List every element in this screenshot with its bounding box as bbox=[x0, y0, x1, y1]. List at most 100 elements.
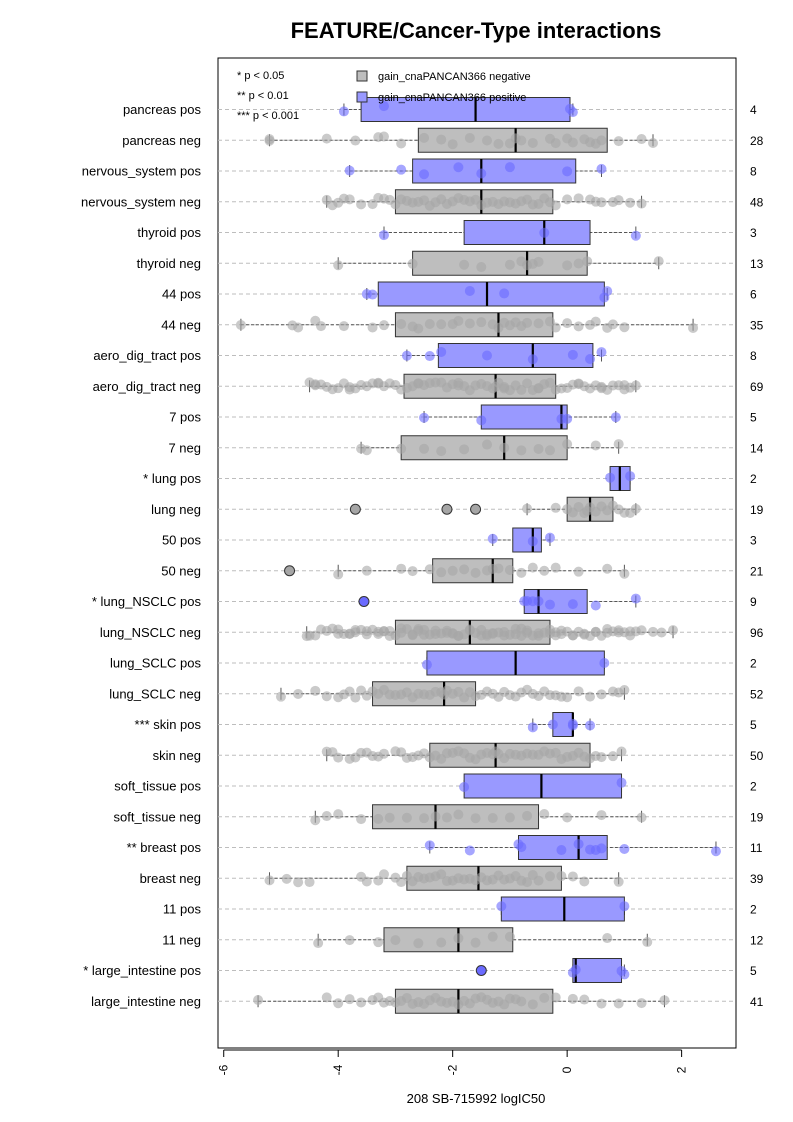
data-point bbox=[562, 260, 573, 271]
data-point bbox=[573, 379, 584, 390]
row-count: 19 bbox=[750, 503, 764, 517]
row-label: 7 neg bbox=[168, 440, 201, 455]
data-point bbox=[625, 630, 636, 641]
data-point bbox=[567, 107, 578, 118]
x-tick-label: -2 bbox=[446, 1064, 460, 1075]
data-point bbox=[459, 444, 470, 455]
data-point bbox=[424, 564, 435, 575]
row-label: * lung pos bbox=[143, 471, 201, 486]
data-point bbox=[630, 380, 641, 391]
data-point bbox=[453, 380, 464, 391]
data-point bbox=[630, 230, 641, 241]
data-point bbox=[421, 659, 432, 670]
box-thyroid-neg bbox=[337, 250, 660, 276]
data-point bbox=[436, 346, 447, 357]
row-count: 2 bbox=[750, 472, 757, 486]
data-point bbox=[630, 503, 641, 514]
data-point bbox=[419, 412, 430, 423]
data-point bbox=[361, 626, 372, 637]
row-count: 48 bbox=[750, 195, 764, 209]
data-point bbox=[349, 503, 361, 515]
data-point bbox=[344, 935, 355, 946]
data-point bbox=[585, 691, 596, 702]
data-point bbox=[516, 623, 527, 634]
data-point bbox=[590, 316, 601, 327]
data-point bbox=[475, 965, 487, 976]
data-point bbox=[310, 815, 321, 826]
row-count: 5 bbox=[750, 964, 757, 978]
data-point bbox=[281, 873, 292, 884]
data-point bbox=[441, 812, 452, 823]
data-point bbox=[642, 937, 653, 948]
data-point bbox=[373, 377, 384, 388]
data-point bbox=[550, 502, 561, 513]
row-label: lung_SCLC neg bbox=[109, 686, 201, 701]
data-point bbox=[419, 813, 430, 824]
data-point bbox=[361, 445, 372, 456]
data-point bbox=[293, 877, 304, 888]
data-point bbox=[264, 134, 275, 145]
row-label: aero_dig_tract neg bbox=[93, 379, 201, 394]
data-point bbox=[556, 871, 567, 882]
point-layer bbox=[235, 101, 721, 1010]
data-point bbox=[356, 997, 367, 1008]
data-point bbox=[390, 935, 401, 946]
data-point bbox=[613, 998, 624, 1009]
data-point bbox=[321, 811, 332, 822]
data-point bbox=[648, 626, 659, 637]
data-point bbox=[550, 200, 561, 211]
data-point bbox=[668, 625, 679, 636]
row-count: 12 bbox=[750, 933, 764, 947]
x-tick-label: 0 bbox=[560, 1066, 574, 1073]
data-point bbox=[338, 321, 349, 332]
data-point bbox=[613, 195, 624, 206]
data-point bbox=[710, 846, 721, 857]
data-point bbox=[602, 563, 613, 574]
data-point bbox=[333, 260, 344, 271]
data-point bbox=[470, 503, 482, 515]
data-point bbox=[378, 320, 389, 331]
data-point bbox=[459, 259, 470, 270]
row-label: lung neg bbox=[151, 502, 201, 517]
box-lung-sclc-pos bbox=[426, 650, 605, 676]
data-point bbox=[533, 256, 544, 267]
data-point bbox=[464, 625, 475, 636]
data-point bbox=[424, 351, 435, 362]
data-point bbox=[470, 567, 481, 578]
row-count: 3 bbox=[750, 534, 757, 548]
data-point bbox=[544, 377, 555, 388]
data-point bbox=[567, 993, 578, 1004]
row-count: 41 bbox=[750, 995, 764, 1009]
row-label: lung_NSCLC neg bbox=[100, 625, 201, 640]
x-tick-label: 2 bbox=[675, 1066, 689, 1073]
data-point bbox=[378, 131, 389, 142]
data-point bbox=[550, 992, 561, 1003]
data-point bbox=[562, 318, 573, 329]
data-point bbox=[636, 198, 647, 209]
data-point bbox=[436, 319, 447, 330]
row-count: 6 bbox=[750, 288, 757, 302]
row-count: 96 bbox=[750, 626, 764, 640]
plot-frame bbox=[217, 57, 737, 1049]
data-point bbox=[338, 106, 349, 117]
data-point bbox=[504, 931, 515, 942]
row-count: 9 bbox=[750, 595, 757, 609]
data-point bbox=[596, 197, 607, 208]
data-point bbox=[539, 992, 550, 1003]
data-point bbox=[582, 256, 593, 267]
data-point bbox=[573, 321, 584, 332]
data-point bbox=[487, 931, 498, 942]
data-point bbox=[607, 751, 618, 762]
row-label: 50 pos bbox=[162, 533, 202, 548]
data-point bbox=[358, 596, 370, 607]
data-point bbox=[378, 101, 389, 112]
data-point bbox=[464, 318, 475, 329]
data-point bbox=[550, 630, 561, 641]
data-point bbox=[361, 565, 372, 576]
row-label: 7 pos bbox=[169, 410, 201, 425]
data-point bbox=[527, 722, 538, 733]
row-label: ** breast pos bbox=[127, 840, 202, 855]
data-point bbox=[613, 876, 624, 887]
row-label: pancreas neg bbox=[122, 133, 201, 148]
data-point bbox=[599, 658, 610, 669]
